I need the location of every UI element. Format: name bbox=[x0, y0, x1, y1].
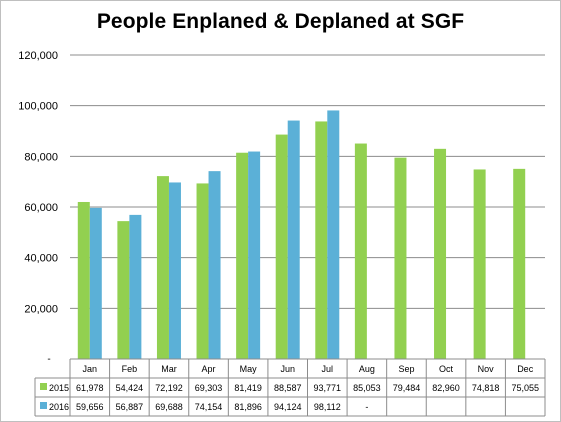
y-tick-label: 60,000 bbox=[24, 202, 58, 214]
data-label: 88,587 bbox=[274, 383, 302, 393]
category-label: Apr bbox=[202, 364, 216, 374]
data-label: 72,192 bbox=[155, 383, 183, 393]
data-label: 61,978 bbox=[76, 383, 104, 393]
bar-2015-may bbox=[236, 152, 249, 359]
y-tick-label: 100,000 bbox=[18, 101, 58, 113]
data-label: 82,960 bbox=[432, 383, 460, 393]
data-label: 85,053 bbox=[353, 383, 381, 393]
y-tick-label: - bbox=[47, 354, 50, 365]
bar-2015-mar bbox=[156, 176, 169, 359]
category-label: Jun bbox=[280, 364, 295, 374]
category-label: Jan bbox=[83, 364, 98, 374]
data-label: 56,887 bbox=[116, 402, 144, 412]
category-label: Sep bbox=[398, 364, 414, 374]
bar-2016-jan bbox=[89, 207, 102, 359]
data-label: 54,424 bbox=[116, 383, 144, 393]
bar-2015-oct bbox=[434, 148, 447, 359]
data-label: 98,112 bbox=[314, 402, 341, 412]
data-label: - bbox=[365, 402, 368, 412]
y-tick-label: 40,000 bbox=[24, 253, 58, 265]
category-label: Mar bbox=[161, 364, 177, 374]
bar-2015-jul bbox=[315, 121, 328, 359]
bar-2016-feb bbox=[129, 214, 142, 359]
data-label: 81,419 bbox=[234, 383, 262, 393]
category-label: Oct bbox=[439, 364, 454, 374]
category-label: Aug bbox=[359, 364, 375, 374]
data-label: 74,818 bbox=[472, 383, 500, 393]
series-name-2016: 2016 bbox=[49, 402, 69, 412]
y-tick-label: 20,000 bbox=[24, 303, 58, 315]
bar-2016-jul bbox=[327, 110, 340, 359]
data-label: 69,303 bbox=[195, 383, 223, 393]
bar-2016-mar bbox=[168, 182, 181, 359]
bar-2015-dec bbox=[513, 168, 526, 359]
bar-2015-apr bbox=[196, 183, 209, 359]
y-tick-label: 80,000 bbox=[24, 151, 58, 163]
category-label: Jul bbox=[322, 364, 334, 374]
bar-2015-jun bbox=[275, 134, 288, 359]
data-label: 75,055 bbox=[511, 383, 539, 393]
data-label: 74,154 bbox=[195, 402, 223, 412]
data-label: 59,656 bbox=[76, 402, 104, 412]
category-label: Feb bbox=[122, 364, 138, 374]
bar-2015-aug bbox=[354, 143, 367, 359]
data-label: 93,771 bbox=[314, 383, 342, 393]
bar-2015-nov bbox=[473, 169, 486, 359]
series-name-2015: 2015 bbox=[49, 383, 69, 393]
data-label: 94,124 bbox=[274, 402, 302, 412]
bar-2015-jan bbox=[77, 201, 90, 359]
legend-key-2016 bbox=[40, 402, 47, 409]
y-tick-label: 120,000 bbox=[18, 50, 58, 62]
bar-2015-feb bbox=[117, 221, 130, 359]
category-label: Dec bbox=[517, 364, 534, 374]
bar-2016-jun bbox=[287, 120, 300, 359]
category-label: Nov bbox=[478, 364, 495, 374]
bar-2016-may bbox=[248, 151, 261, 359]
data-label: 69,688 bbox=[155, 402, 183, 412]
category-label: May bbox=[240, 364, 258, 374]
chart-title: People Enplaned & Deplaned at SGF bbox=[96, 10, 465, 33]
bar-2016-apr bbox=[208, 171, 221, 359]
data-label: 81,896 bbox=[234, 402, 262, 412]
bar-2015-sep bbox=[394, 157, 407, 359]
legend-key-2015 bbox=[40, 383, 47, 390]
data-label: 79,484 bbox=[393, 383, 421, 393]
